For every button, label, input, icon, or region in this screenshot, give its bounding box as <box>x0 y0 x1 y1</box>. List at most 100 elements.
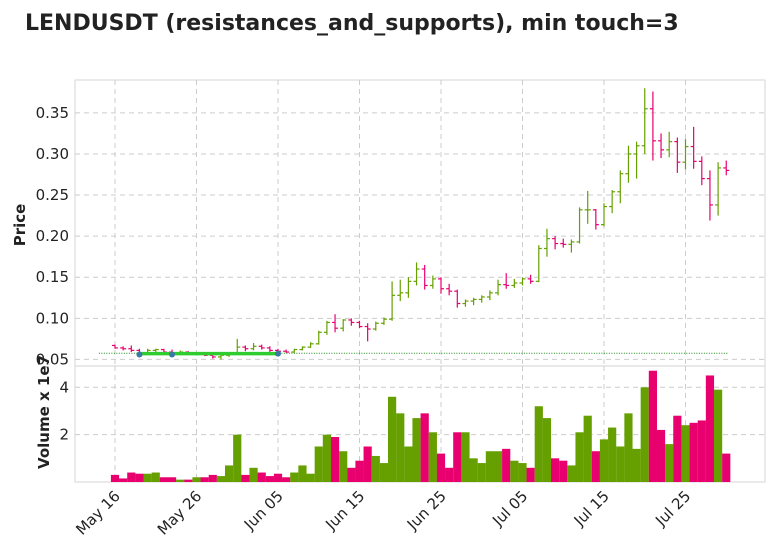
volume-bar <box>192 477 201 482</box>
candle <box>649 91 656 161</box>
volume-bar <box>420 413 429 482</box>
candle <box>462 299 469 307</box>
x-tick-label: Jun 25 <box>403 487 450 534</box>
candle <box>666 131 673 158</box>
candle <box>625 145 632 183</box>
candle <box>511 278 518 288</box>
volume-bar <box>298 465 307 482</box>
candle <box>405 277 412 298</box>
candle <box>592 209 599 230</box>
candle <box>715 162 722 216</box>
volume-bar <box>510 460 519 482</box>
volume-bar <box>330 437 340 482</box>
price-axis-label: Price <box>11 204 29 247</box>
volume-bar <box>656 429 666 482</box>
price-tick-label: 0.25 <box>36 186 69 204</box>
candle <box>601 203 607 227</box>
price-panel-frame <box>74 79 766 367</box>
volume-bar <box>453 432 462 482</box>
candle <box>609 190 616 214</box>
candle <box>535 245 542 283</box>
candle <box>519 277 526 286</box>
candle <box>421 264 428 290</box>
volume-bar <box>273 473 283 482</box>
price-tick-label: 0.05 <box>36 350 69 368</box>
x-tick-label: Jul 15 <box>570 487 613 530</box>
volume-bar <box>518 463 527 482</box>
candle <box>495 279 502 296</box>
volume-bar <box>306 473 315 482</box>
price-grid <box>75 80 765 366</box>
volume-bar <box>208 474 217 482</box>
volume-tick-label: 2 <box>59 426 69 444</box>
volume-bar <box>151 472 160 482</box>
volume-axis-label: Volume x 1e7 <box>35 355 53 469</box>
candle <box>543 228 550 257</box>
chart-title: LENDUSDT (resistances_and_supports), min… <box>25 11 679 36</box>
volume-bar <box>493 451 503 482</box>
touch-point <box>169 351 176 358</box>
volume-bar <box>673 415 682 482</box>
candle <box>364 323 371 342</box>
volume-bar <box>339 451 348 482</box>
volume-bar <box>200 477 209 482</box>
volume-bar <box>127 472 136 482</box>
candle <box>323 320 330 335</box>
candle <box>576 207 583 244</box>
volume-bar <box>681 425 690 482</box>
candle <box>120 346 127 351</box>
volume-bar <box>616 446 625 482</box>
volume-bar <box>502 448 511 482</box>
candle <box>438 277 444 294</box>
volume-bar <box>412 418 421 482</box>
candle <box>380 317 387 325</box>
volume-bar <box>119 478 128 482</box>
volume-bar <box>110 474 120 482</box>
volume-bar <box>322 434 331 482</box>
volume-bar <box>461 432 470 482</box>
candle <box>552 236 559 250</box>
x-tick-label: Jun 05 <box>240 487 287 534</box>
volume-bar <box>469 458 478 482</box>
price-tick-label: 0.20 <box>36 227 69 245</box>
volume-bar <box>542 418 552 482</box>
volume-bar <box>371 455 380 482</box>
x-tick-label: May 26 <box>154 487 206 539</box>
volume-bar <box>551 458 560 482</box>
candle <box>560 238 567 248</box>
candle <box>242 345 249 352</box>
price-tick-label: 0.30 <box>36 145 69 163</box>
volume-bars <box>110 370 731 482</box>
candle <box>527 274 534 284</box>
candle <box>332 314 339 333</box>
volume-bar <box>159 477 168 482</box>
volume-bar <box>559 460 568 482</box>
candle <box>266 346 273 353</box>
candle <box>429 275 436 289</box>
candle <box>128 345 135 353</box>
volume-bar <box>485 451 494 482</box>
volume-bar <box>388 396 397 482</box>
volume-bar <box>216 476 226 482</box>
candle <box>340 319 347 332</box>
candle <box>503 273 510 289</box>
volume-bar <box>363 446 372 482</box>
volume-bar <box>608 427 617 482</box>
candle <box>633 141 640 179</box>
volume-bar <box>714 389 723 482</box>
candle <box>372 321 379 331</box>
volume-bar <box>689 422 698 482</box>
volume-bar <box>648 370 657 482</box>
volume-panel: 24 <box>59 365 766 483</box>
candle <box>584 190 591 224</box>
volume-bar <box>477 463 486 482</box>
volume-bar <box>225 465 234 482</box>
price-tick-label: 0.35 <box>36 104 69 122</box>
price-tick-label: 0.15 <box>36 268 69 286</box>
touch-points <box>136 350 281 358</box>
candle <box>291 348 298 353</box>
volume-bar <box>314 446 323 482</box>
volume-bar <box>135 473 144 482</box>
volume-bar <box>290 472 299 482</box>
volume-bar <box>583 415 592 482</box>
